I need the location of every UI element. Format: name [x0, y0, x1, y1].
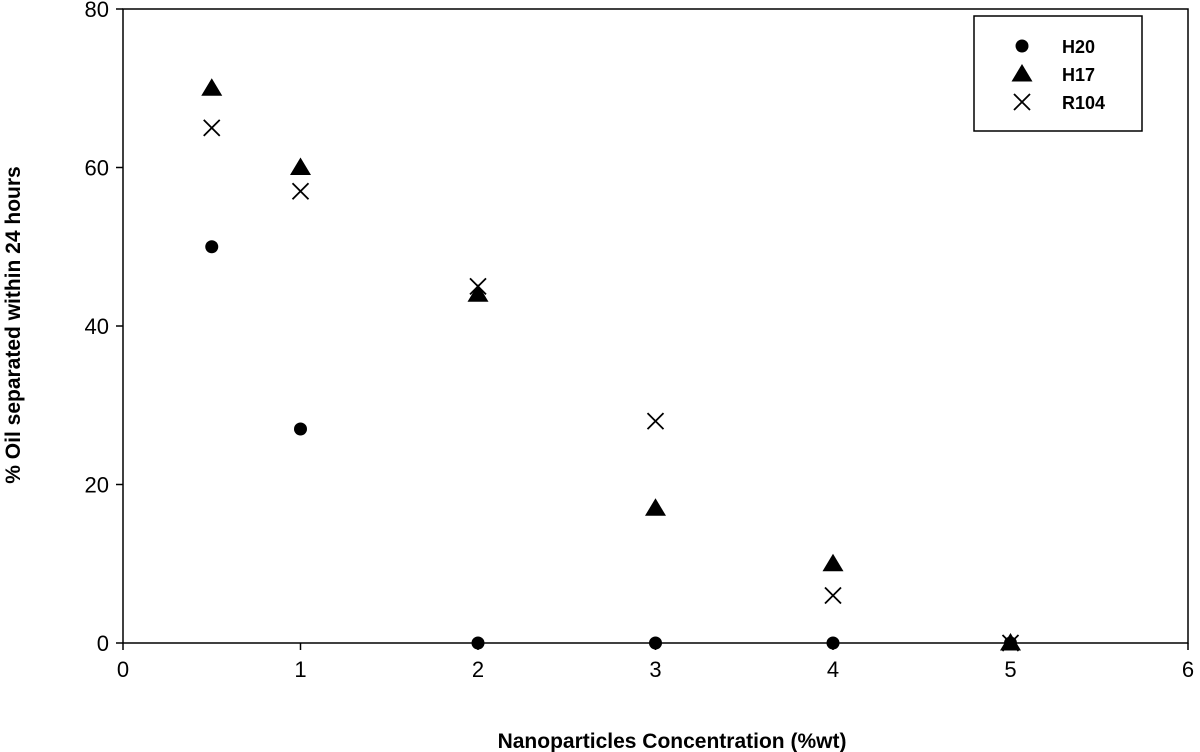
- data-point-r104: [469, 277, 487, 296]
- data-point-h17: [822, 553, 844, 572]
- x-tick-label: 6: [1182, 657, 1194, 682]
- data-point-h17: [645, 498, 666, 516]
- data-point-h17: [201, 78, 223, 96]
- y-tick-label: 40: [85, 314, 109, 339]
- y-tick-label: 60: [85, 156, 109, 181]
- x-axis-label: Nanoparticles Concentration (%wt): [498, 730, 847, 752]
- x-tick-label: 2: [472, 657, 484, 682]
- y-tick-label: 0: [97, 631, 109, 656]
- data-point-h20: [294, 422, 307, 436]
- data-point-r104: [291, 182, 310, 200]
- data-point-r104: [1001, 634, 1020, 652]
- legend-marker-r104: [1013, 93, 1031, 111]
- data-point-h20: [205, 240, 219, 254]
- legend-label-h17: H17: [1062, 65, 1095, 85]
- x-tick-label: 1: [294, 657, 306, 682]
- data-point-r104: [203, 119, 221, 137]
- data-point-r104: [646, 412, 665, 430]
- x-tick-label: 5: [1004, 657, 1016, 682]
- series-r104: [203, 119, 1020, 652]
- data-marks: [201, 78, 1021, 652]
- legend-box: [973, 15, 1143, 132]
- legend: H20 H17 R104: [973, 15, 1143, 132]
- data-point-h17: [290, 157, 311, 175]
- legend-marker-h20: [1015, 39, 1029, 53]
- y-tick-label: 80: [85, 0, 109, 22]
- data-point-h20: [649, 636, 662, 650]
- data-point-h17: [467, 284, 489, 302]
- legend-marker-h17: [1011, 64, 1033, 82]
- data-point-h20: [471, 636, 485, 650]
- series-h17: [201, 78, 1021, 651]
- series-h20: [205, 240, 1017, 650]
- legend-label-r104: R104: [1062, 93, 1105, 113]
- legend-label-h20: H20: [1062, 37, 1095, 57]
- x-tick-label: 4: [827, 657, 839, 682]
- x-tick-label: 0: [117, 657, 129, 682]
- data-point-h20: [826, 636, 840, 650]
- data-point-r104: [824, 586, 842, 605]
- y-tick-label: 20: [85, 473, 109, 498]
- x-tick-label: 3: [649, 657, 661, 682]
- y-axis-label: % Oil separated within 24 hours: [2, 166, 25, 483]
